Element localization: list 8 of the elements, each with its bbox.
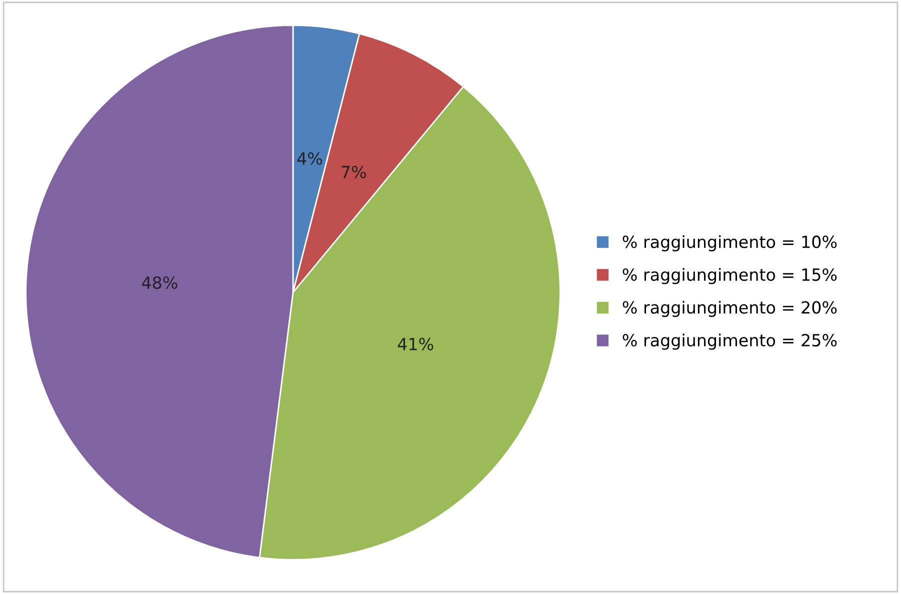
legend-label: % raggiungimento = 10%	[622, 235, 837, 252]
data-label: 48%	[142, 276, 178, 289]
legend-label: % raggiungimento = 25%	[622, 334, 837, 350]
data-label: 7%	[342, 166, 366, 178]
data-label: 4%	[297, 152, 322, 165]
legend-label: % raggiungimento = 15%	[622, 268, 837, 284]
legend-label: % raggiungimento = 20%	[622, 300, 837, 317]
data-label: 41%	[398, 338, 434, 350]
